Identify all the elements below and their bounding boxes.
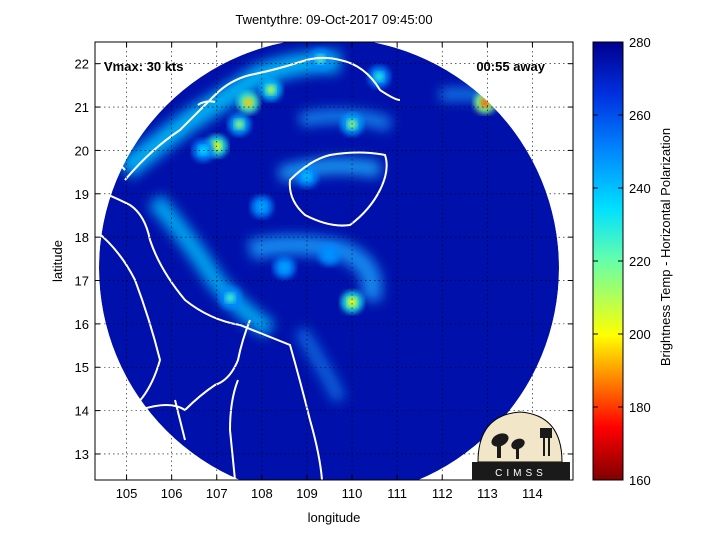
convective-feature-core — [347, 297, 358, 308]
convective-feature-core — [256, 201, 267, 212]
colorbar-ticks: 160 180 200 220 240 260 280 — [593, 35, 651, 488]
x-axis-ticks: 105 106 107 108 109 110 111 112 113 114 — [116, 42, 543, 501]
colorbar-tick-label: 180 — [629, 400, 651, 415]
x-tick-label: 109 — [296, 486, 318, 501]
time-away-label: 00:55 away — [476, 59, 545, 74]
colorbar-tick-label: 240 — [629, 181, 651, 196]
colorbar-tick-label: 200 — [629, 327, 651, 342]
y-tick-label: 14 — [75, 404, 89, 419]
coastline-north — [124, 56, 401, 181]
y-tick-label: 13 — [75, 447, 89, 462]
colorbar-tick-label: 260 — [629, 108, 651, 123]
convective-feature — [250, 195, 273, 218]
x-tick-label: 111 — [387, 486, 407, 501]
convective-feature-core — [324, 249, 335, 260]
border-laos-cambodia — [228, 379, 239, 480]
convective-feature-core — [225, 292, 236, 303]
x-tick-label: 114 — [522, 486, 543, 501]
x-tick-label: 106 — [161, 486, 183, 501]
coastline-vietnam — [95, 189, 323, 480]
cimss-logo: CIMSS — [472, 411, 570, 480]
convective-feature — [219, 286, 242, 309]
y-tick-label: 18 — [75, 230, 89, 245]
border-south — [95, 319, 251, 412]
colorbar-label: Brightness Temp - Horizontal Polarizatio… — [658, 128, 673, 366]
x-axis-label: longitude — [308, 510, 361, 525]
colorbar-tick-label: 280 — [629, 35, 651, 50]
cimss-logo-text: CIMSS — [495, 468, 547, 479]
convective-feature-core — [315, 54, 326, 65]
x-tick-label: 107 — [206, 486, 228, 501]
convective-features — [192, 48, 497, 314]
y-axis-ticks: 13 14 15 16 17 18 19 20 21 22 — [75, 57, 573, 462]
y-tick-label: 22 — [75, 57, 89, 72]
grid-lines — [95, 42, 573, 480]
warm-bands — [118, 50, 503, 404]
convective-feature-core — [279, 262, 290, 273]
vmax-label: Vmax: 30 kts — [104, 59, 184, 74]
figure-title: Twentythre: 09-Oct-2017 09:45:00 — [235, 12, 433, 27]
x-tick-label: 110 — [342, 486, 363, 501]
y-tick-label: 21 — [75, 100, 89, 115]
y-tick-label: 17 — [75, 274, 89, 289]
convective-feature-core — [265, 84, 276, 95]
colorbar-tick-label: 160 — [629, 473, 651, 488]
coastlines-and-borders — [95, 56, 401, 480]
convective-feature — [368, 65, 391, 88]
axes-frame — [94, 41, 574, 481]
border-west — [95, 229, 162, 411]
convective-feature — [228, 113, 251, 136]
convective-feature-core — [234, 119, 245, 130]
y-tick-label: 16 — [75, 317, 89, 332]
colorbar-tick-label: 220 — [629, 254, 651, 269]
convective-feature-core — [374, 71, 385, 82]
y-axis-label: latitude — [50, 240, 65, 282]
convective-feature — [341, 291, 364, 314]
y-tick-label: 20 — [75, 143, 89, 158]
border-fragment — [174, 399, 186, 441]
convective-feature — [273, 256, 296, 279]
y-tick-label: 19 — [75, 187, 89, 202]
brightness-temperature-field — [99, 42, 559, 480]
x-tick-label: 105 — [116, 486, 138, 501]
coastline-hainan — [288, 151, 388, 227]
convective-feature-core — [243, 97, 254, 108]
convective-feature — [318, 243, 341, 266]
coast-fragment — [197, 100, 216, 106]
convective-feature — [309, 48, 332, 71]
x-tick-label: 108 — [251, 486, 273, 501]
border-northwest — [95, 109, 126, 171]
convective-feature — [237, 91, 260, 114]
y-tick-label: 15 — [75, 360, 89, 375]
convective-feature-core — [301, 171, 312, 182]
convective-feature — [259, 78, 282, 101]
x-tick-label: 113 — [477, 486, 498, 501]
x-tick-label: 112 — [432, 486, 453, 501]
